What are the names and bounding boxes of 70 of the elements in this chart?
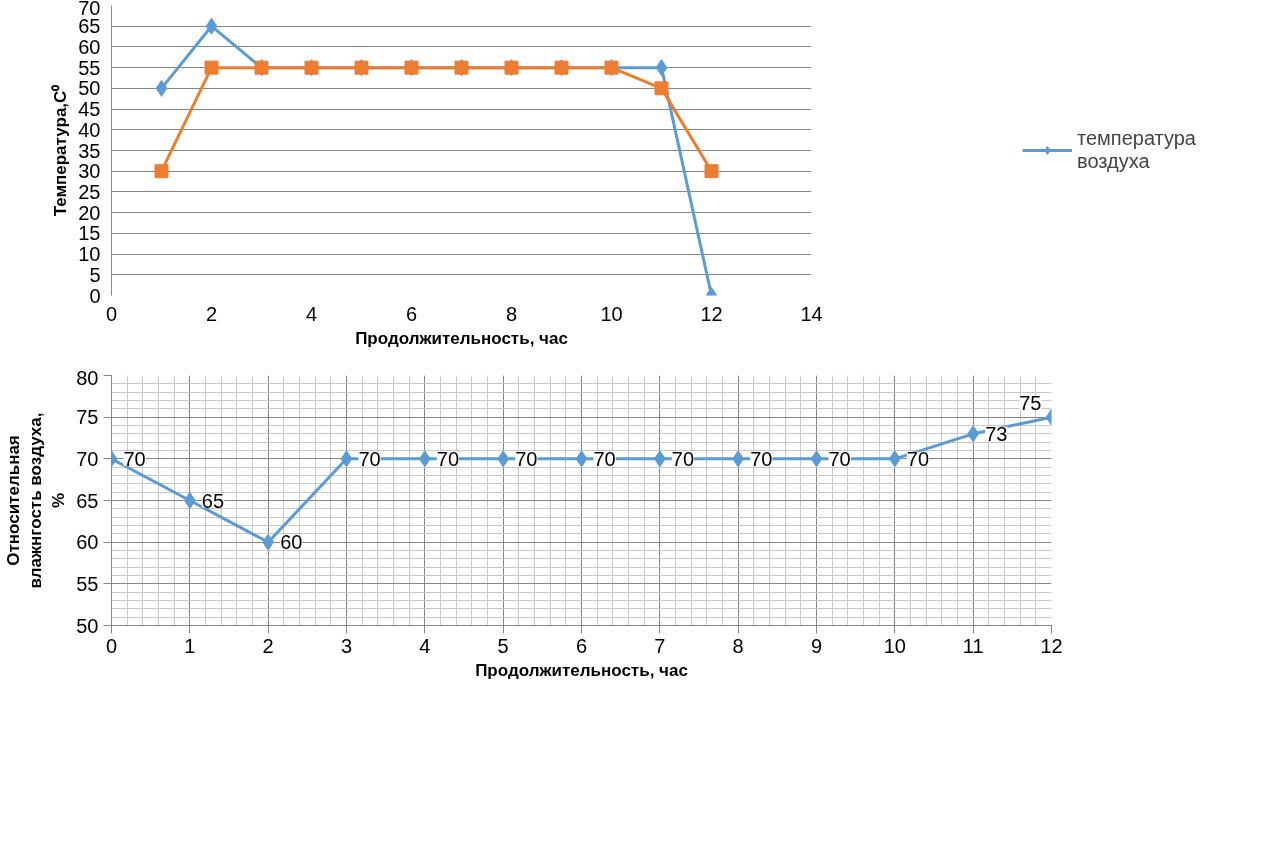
data-label: 70: [750, 447, 773, 470]
data-label: 70: [123, 447, 146, 470]
y-tick-label: 30: [78, 160, 101, 183]
data-label: 70: [671, 447, 695, 470]
data-label: 70: [828, 447, 851, 470]
x-tick-label: 5: [497, 634, 509, 657]
y-tick-label: 60: [76, 531, 99, 554]
point: [340, 450, 353, 468]
point: [575, 450, 588, 468]
point: [154, 164, 169, 179]
y-tick-label: 70: [76, 447, 99, 470]
x-axis-title: Продолжительность, час: [355, 328, 568, 348]
x-tick-label: 4: [305, 302, 318, 325]
point: [704, 164, 719, 179]
y-tick-label: 5: [89, 263, 101, 286]
x-tick-label: 2: [205, 302, 218, 325]
y-tick-label: 75: [76, 406, 99, 429]
data-label: 70: [593, 447, 616, 470]
point: [654, 81, 669, 96]
data-label: 70: [906, 447, 930, 470]
point: [204, 60, 219, 75]
point: [155, 79, 168, 97]
y-tick-label: 20: [78, 201, 101, 224]
data-label: 70: [436, 447, 460, 470]
y-tick-label: 10: [78, 243, 101, 266]
data-label: 65: [201, 489, 225, 512]
x-tick-label: 14: [800, 302, 823, 325]
x-tick-label: 10: [883, 634, 906, 657]
x-tick-label: 0: [105, 634, 118, 657]
y-tick-label: 50: [76, 614, 99, 637]
x-tick-label: 8: [505, 302, 518, 325]
x-tick-label: 10: [600, 302, 623, 325]
y-tick-label: 0: [89, 284, 101, 307]
x-tick-label: 11: [962, 634, 984, 657]
y-tick-label: 60: [78, 35, 101, 58]
data-label: 70: [358, 447, 381, 470]
y-tick-label: 25: [78, 180, 101, 203]
y-tick-label: 40: [78, 118, 101, 141]
data-label: 70: [515, 447, 538, 470]
data-label: 73: [985, 422, 1008, 445]
point: [184, 492, 196, 509]
point: [205, 17, 218, 35]
x-axis-title: Продолжительность, час: [475, 660, 688, 680]
x-tick-label: 2: [262, 634, 274, 657]
x-tick-label: 1: [184, 634, 196, 657]
x-tick-label: 6: [405, 302, 418, 325]
y-tick-label: 35: [78, 139, 101, 162]
y-axis-title: Относительная влажнгость воздуха, %: [3, 412, 69, 589]
y-tick-label: 55: [78, 56, 101, 79]
x-tick-label: 9: [810, 634, 823, 657]
legend-label: температура воздуха: [1077, 127, 1196, 173]
x-tick-label: 0: [105, 302, 118, 325]
x-tick-label: 3: [340, 634, 353, 657]
y-tick-label: 65: [76, 489, 99, 512]
x-tick-label: 4: [419, 634, 431, 657]
data-label: 60: [280, 531, 303, 554]
y-tick-label: 15: [78, 222, 101, 245]
x-tick-label: 12: [1040, 634, 1063, 657]
x-tick-label: 12: [700, 302, 723, 325]
y-tick-label: 80: [76, 366, 99, 389]
y-tick-label: 55: [76, 572, 99, 595]
x-tick-label: 7: [654, 634, 666, 657]
data-label: 75: [1019, 392, 1042, 415]
y-axis-title: Температура,С⁰: [51, 84, 71, 217]
point: [655, 59, 668, 77]
x-tick-label: 8: [732, 634, 744, 657]
y-tick-label: 50: [78, 77, 101, 100]
y-tick-label: 45: [78, 98, 101, 121]
x-tick-label: 6: [575, 634, 588, 657]
point: [810, 450, 823, 468]
